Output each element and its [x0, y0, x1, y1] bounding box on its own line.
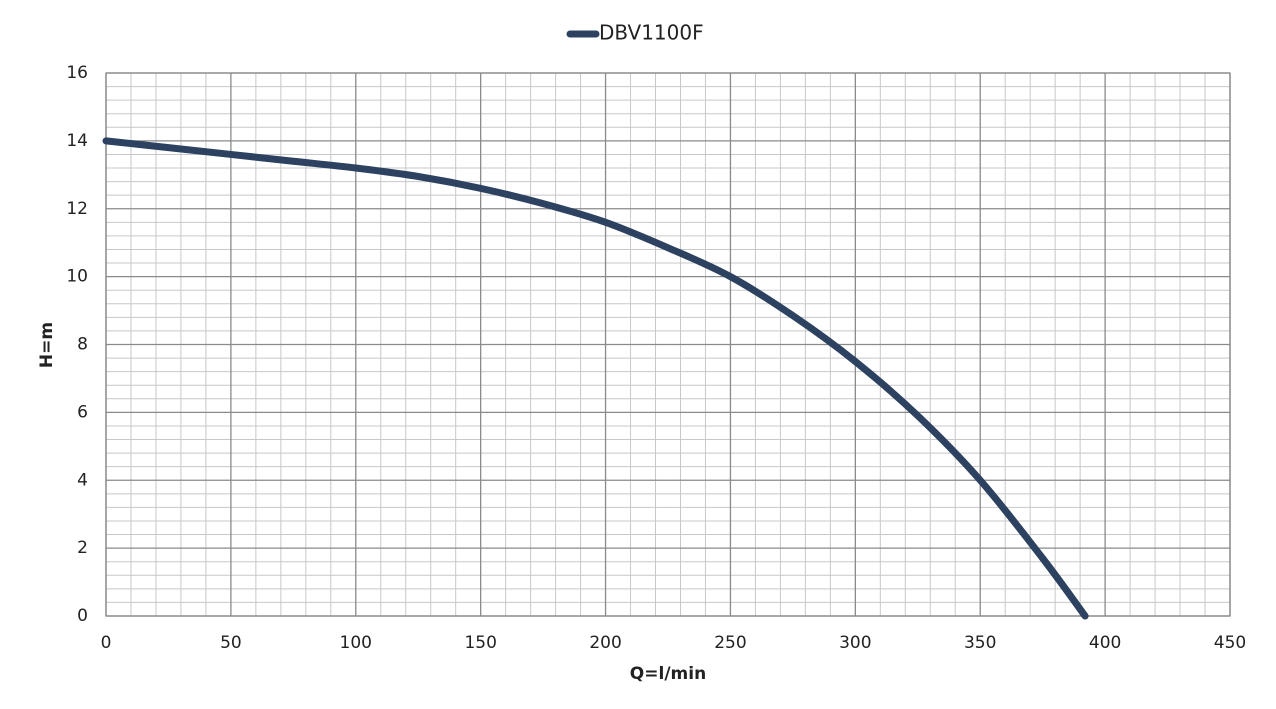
y-tick-label: 12 — [66, 199, 88, 219]
x-tick-label: 350 — [964, 633, 996, 653]
y-tick-label: 14 — [66, 131, 88, 151]
y-tick-label: 4 — [77, 470, 88, 490]
y-axis-title: H=m — [37, 322, 57, 368]
data-line — [102, 137, 1089, 620]
x-tick-label: 450 — [1214, 633, 1246, 653]
y-tick-label: 0 — [77, 606, 88, 626]
x-tick-label: 0 — [101, 633, 112, 653]
x-tick-label: 250 — [714, 633, 746, 653]
legend-label: DBV1100F — [599, 21, 704, 45]
x-tick-label: 200 — [589, 633, 621, 653]
x-tick-label: 50 — [220, 633, 242, 653]
plot-border — [105, 72, 1231, 617]
x-tick-label: 300 — [839, 633, 871, 653]
y-tick-label: 8 — [77, 335, 88, 355]
y-tick-label: 16 — [66, 63, 88, 83]
x-axis-title: Q=l/min — [630, 664, 706, 684]
y-tick-label: 6 — [77, 402, 88, 422]
x-tick-label: 100 — [340, 633, 372, 653]
y-tick-label: 2 — [77, 538, 88, 558]
y-tick-label: 10 — [66, 267, 88, 287]
x-tick-label: 400 — [1089, 633, 1121, 653]
x-tick-label: 150 — [464, 633, 496, 653]
